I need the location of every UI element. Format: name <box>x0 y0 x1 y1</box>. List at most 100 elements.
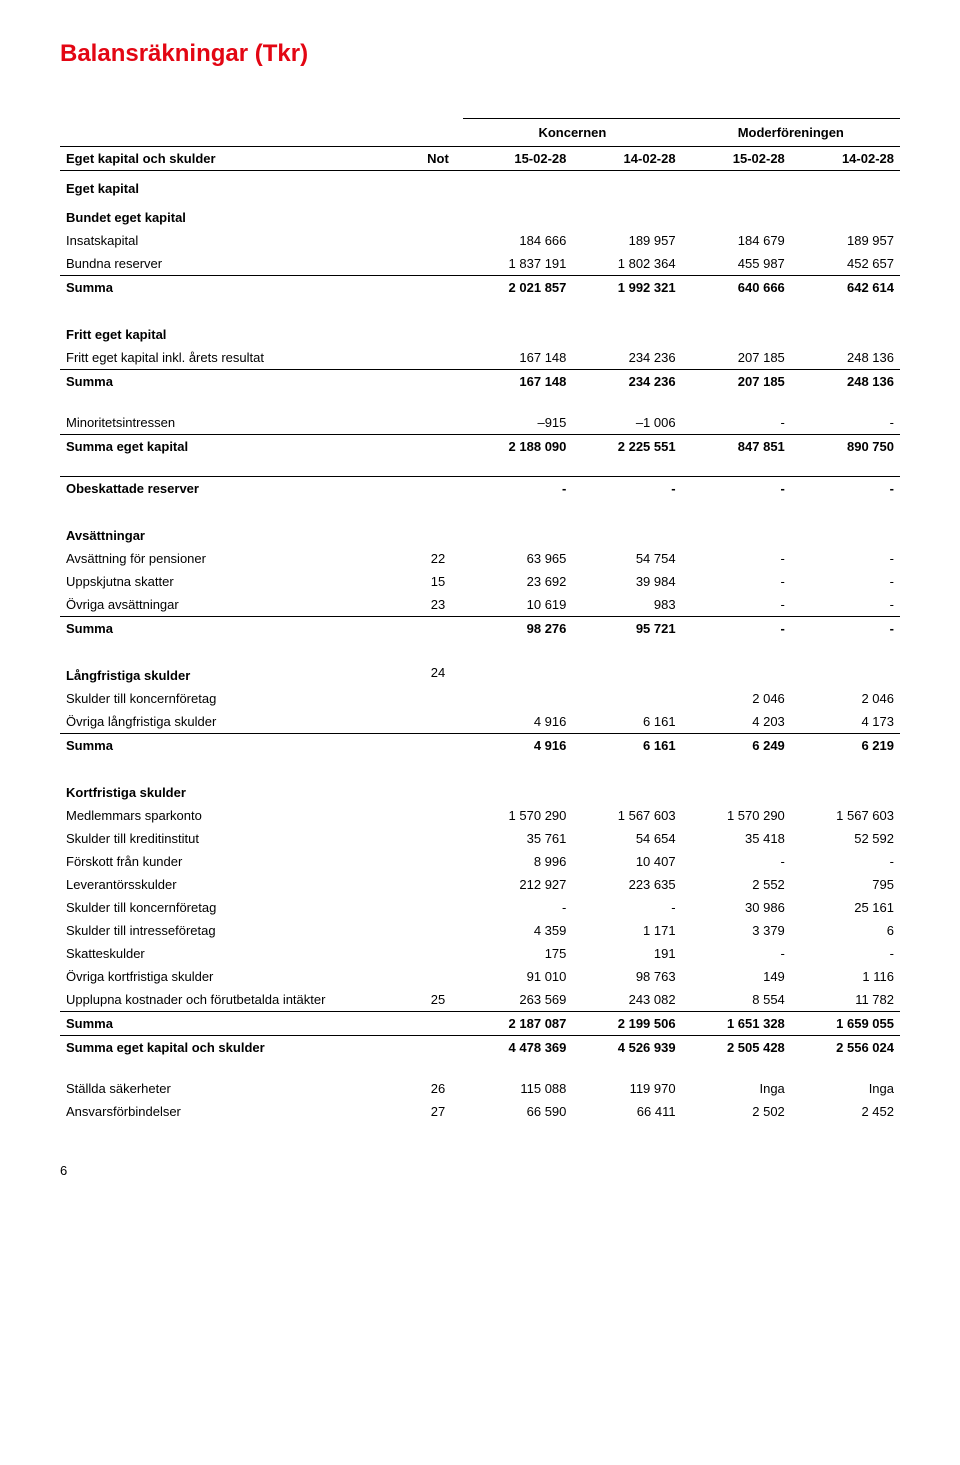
value-cell: –1 006 <box>572 411 681 435</box>
note-cell <box>413 476 463 500</box>
note-cell: 15 <box>413 570 463 593</box>
value-cell: - <box>463 896 572 919</box>
spacer-cell <box>60 458 900 476</box>
col-header-c3: 15-02-28 <box>682 147 791 171</box>
page-title: Balansräkningar (Tkr) <box>60 40 900 68</box>
row-label cell: Obeskattade reserver <box>60 476 413 500</box>
note-cell <box>413 1035 463 1059</box>
value-cell: 11 782 <box>791 988 900 1012</box>
value-cell: 10 407 <box>572 850 681 873</box>
value-cell: 2 556 024 <box>791 1035 900 1059</box>
note-cell: 23 <box>413 593 463 617</box>
value-cell: –915 <box>463 411 572 435</box>
value-cell: 23 692 <box>463 570 572 593</box>
table-row: Summa eget kapital2 188 0902 225 551847 … <box>60 435 900 459</box>
table-row <box>60 1059 900 1077</box>
value-cell <box>572 200 681 229</box>
value-cell: 248 136 <box>791 370 900 394</box>
value-cell: - <box>463 476 572 500</box>
value-cell: 2 552 <box>682 873 791 896</box>
value-cell <box>682 171 791 201</box>
table-row: Uppskjutna skatter1523 69239 984-- <box>60 570 900 593</box>
value-cell: 1 570 290 <box>463 804 572 827</box>
value-cell: 2 187 087 <box>463 1011 572 1035</box>
row-label cell: Övriga kortfristiga skulder <box>60 965 413 988</box>
value-cell <box>682 518 791 547</box>
table-row: Summa2 187 0872 199 5061 651 3281 659 05… <box>60 1011 900 1035</box>
table-row: Kortfristiga skulder <box>60 775 900 804</box>
value-cell <box>682 658 791 687</box>
note-cell <box>413 346 463 370</box>
table-row <box>60 458 900 476</box>
row-label cell: Förskott från kunder <box>60 850 413 873</box>
value-cell: 115 088 <box>463 1077 572 1100</box>
row-label cell: Summa <box>60 276 413 300</box>
value-cell: 455 987 <box>682 252 791 276</box>
value-cell: 1 171 <box>572 919 681 942</box>
spacer-cell <box>60 299 900 317</box>
value-cell <box>572 317 681 346</box>
value-cell: 54 654 <box>572 827 681 850</box>
row-label cell: Uppskjutna skatter <box>60 570 413 593</box>
table-row: Skatteskulder175191-- <box>60 942 900 965</box>
value-cell <box>463 518 572 547</box>
value-cell: Inga <box>682 1077 791 1100</box>
value-cell: 890 750 <box>791 435 900 459</box>
value-cell: 184 666 <box>463 229 572 252</box>
spacer-cell <box>60 1059 900 1077</box>
value-cell: - <box>791 476 900 500</box>
value-cell: 1 802 364 <box>572 252 681 276</box>
note-cell <box>413 229 463 252</box>
value-cell: 207 185 <box>682 370 791 394</box>
value-cell: 167 148 <box>463 346 572 370</box>
value-cell: - <box>682 570 791 593</box>
value-cell: 25 161 <box>791 896 900 919</box>
row-label cell: Summa <box>60 616 413 640</box>
value-cell: 2 452 <box>791 1100 900 1123</box>
value-cell: - <box>682 850 791 873</box>
table-row: Långfristiga skulder24 <box>60 658 900 687</box>
table-row: Förskott från kunder8 99610 407-- <box>60 850 900 873</box>
value-cell: 1 992 321 <box>572 276 681 300</box>
note-cell <box>413 733 463 757</box>
col-header-c1: 15-02-28 <box>463 147 572 171</box>
value-cell <box>791 658 900 687</box>
value-cell: 2 046 <box>682 687 791 710</box>
value-cell: - <box>791 570 900 593</box>
table-row <box>60 500 900 518</box>
page-number: 6 <box>60 1163 900 1178</box>
value-cell: 1 570 290 <box>682 804 791 827</box>
row-label cell: Leverantörsskulder <box>60 873 413 896</box>
value-cell: 1 837 191 <box>463 252 572 276</box>
value-cell: 212 927 <box>463 873 572 896</box>
note-cell <box>413 919 463 942</box>
spacer-cell <box>60 500 900 518</box>
note-cell <box>413 896 463 919</box>
value-cell: 847 851 <box>682 435 791 459</box>
value-cell <box>463 775 572 804</box>
value-cell: 4 916 <box>463 733 572 757</box>
note-cell <box>413 1011 463 1035</box>
table-row <box>60 299 900 317</box>
value-cell: - <box>791 942 900 965</box>
value-cell: 4 173 <box>791 710 900 734</box>
table-row: Övriga långfristiga skulder4 9166 1614 2… <box>60 710 900 734</box>
value-cell <box>791 200 900 229</box>
value-cell: 167 148 <box>463 370 572 394</box>
value-cell: 4 916 <box>463 710 572 734</box>
value-cell: - <box>572 476 681 500</box>
table-row: Minoritetsintressen–915–1 006-- <box>60 411 900 435</box>
row-label cell: Medlemmars sparkonto <box>60 804 413 827</box>
spacer-cell <box>60 393 900 411</box>
table-row: Övriga kortfristiga skulder91 01098 7631… <box>60 965 900 988</box>
value-cell: 66 590 <box>463 1100 572 1123</box>
value-cell <box>682 200 791 229</box>
note-cell <box>413 171 463 201</box>
group-header-koncernen: Koncernen <box>463 119 681 147</box>
value-cell <box>572 775 681 804</box>
table-row: Skulder till koncernföretag--30 98625 16… <box>60 896 900 919</box>
value-cell: - <box>791 411 900 435</box>
value-cell: - <box>572 896 681 919</box>
note-cell <box>413 965 463 988</box>
value-cell: 207 185 <box>682 346 791 370</box>
